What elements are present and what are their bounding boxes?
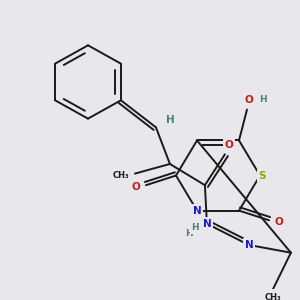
Text: S: S: [258, 170, 266, 181]
Text: CH₃: CH₃: [112, 171, 129, 180]
Text: O: O: [244, 95, 253, 105]
Text: N: N: [202, 219, 211, 229]
Text: H: H: [259, 95, 267, 104]
Text: H: H: [185, 229, 193, 238]
Text: H: H: [191, 224, 199, 232]
Text: N: N: [244, 240, 253, 250]
Text: N: N: [193, 206, 201, 216]
Text: CH₃: CH₃: [265, 292, 281, 300]
Text: O: O: [132, 182, 140, 192]
Text: O: O: [224, 140, 233, 150]
Text: H: H: [166, 115, 174, 124]
Text: O: O: [274, 217, 284, 227]
